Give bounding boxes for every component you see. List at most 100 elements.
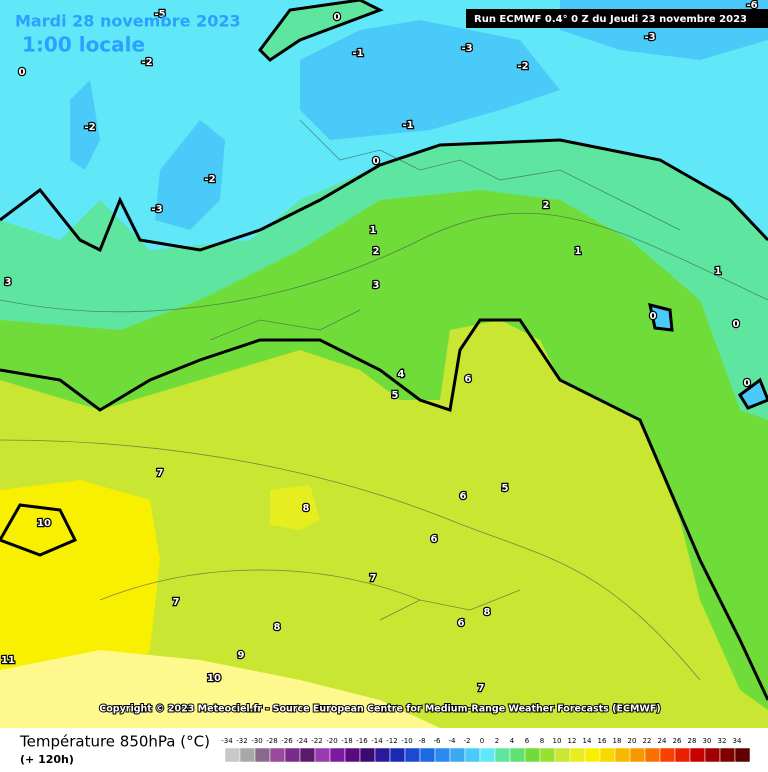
contour-label: 10 [207, 673, 221, 684]
scale-swatch [599, 747, 616, 763]
zone-blue [300, 20, 560, 140]
scale-swatch [704, 747, 721, 763]
contour-label: 6 [460, 491, 467, 502]
scale-swatch [509, 747, 526, 763]
contour-label: -5 [154, 9, 165, 20]
contour-label: 10 [37, 518, 51, 529]
contour-label: 2 [373, 246, 380, 257]
scale-label: -14 [371, 737, 383, 745]
scale-label: -26 [281, 737, 293, 745]
zone-blue [155, 120, 225, 230]
scale-swatch [584, 747, 601, 763]
scale-swatch [494, 747, 511, 763]
scale-swatch [539, 747, 556, 763]
scale-swatch [254, 747, 271, 763]
scale-label: 26 [673, 737, 682, 745]
contour-label: 7 [370, 573, 377, 584]
scale-swatch [659, 747, 676, 763]
scale-swatch [524, 747, 541, 763]
scale-swatch [299, 747, 316, 763]
zone-blue [70, 80, 100, 170]
scale-swatch [374, 747, 391, 763]
contour-label: 5 [502, 483, 509, 494]
scale-swatch [689, 747, 706, 763]
scale-swatch [224, 747, 241, 763]
scale-label: 4 [510, 737, 515, 745]
scale-swatch [719, 747, 736, 763]
scale-label: 0 [480, 737, 484, 745]
contour-label: 8 [303, 503, 310, 514]
scale-swatch [569, 747, 586, 763]
scale-label: -16 [356, 737, 368, 745]
scale-swatch [359, 747, 376, 763]
scale-label: -30 [251, 737, 262, 745]
scale-label: 34 [733, 737, 742, 745]
scale-swatch [404, 747, 421, 763]
scale-label: 16 [598, 737, 607, 745]
contour-10 [0, 503, 78, 557]
contour-label: -1 [402, 120, 413, 131]
contour-label: 6 [458, 618, 465, 629]
contour-label: -2 [84, 122, 95, 133]
zone-yellow [0, 480, 160, 700]
scale-label: -24 [296, 737, 308, 745]
contour-label: 1 [370, 225, 377, 236]
scale-label: 12 [568, 737, 577, 745]
scale-swatch [629, 747, 646, 763]
contour-label: 5 [392, 390, 399, 401]
scale-label: 14 [583, 737, 592, 745]
scale-swatch [434, 747, 451, 763]
contour-labels: -5 0 -2 0 -2 -2 -3 -1 -3 -2 -3 -6 -1 0 2… [0, 0, 759, 695]
contour-label: 1 [715, 266, 722, 277]
scale-label: -32 [236, 737, 247, 745]
contour-5 [0, 318, 768, 701]
scale-label: 20 [628, 737, 637, 745]
scale-label: 2 [495, 737, 499, 745]
scale-swatch [554, 747, 571, 763]
scale-swatch [284, 747, 301, 763]
contour-label: -2 [141, 57, 152, 68]
scale-swatch [389, 747, 406, 763]
scale-swatch [269, 747, 286, 763]
legend-lead: (+ 120h) [20, 753, 74, 766]
contour-label: 0 [733, 319, 740, 330]
scale-label: -12 [386, 737, 397, 745]
contour-label: -3 [644, 32, 655, 43]
contour-label: 0 [373, 156, 380, 167]
color-scale: -34 -32 -30 -28 -26 -24 -22 -20 -18 -16 -14 -12 -10-… [221, 737, 751, 763]
scale-label: 22 [643, 737, 652, 745]
legend-title: Température 850hPa (°C) [19, 733, 210, 751]
scale-label: -34 [221, 737, 233, 745]
contour-label: 7 [173, 597, 180, 608]
scale-swatch [239, 747, 256, 763]
run-info: Run ECMWF 0.4° 0 Z du Jeudi 23 novembre … [474, 14, 747, 25]
contour-line [0, 212, 768, 681]
scale-swatch [674, 747, 691, 763]
scale-swatch [419, 747, 436, 763]
contour-label: -2 [517, 61, 528, 72]
contour-0-patch [258, 0, 384, 62]
zone-lightyellow [0, 650, 440, 728]
scale-label: -8 [419, 737, 426, 745]
contour-label: 9 [238, 650, 245, 661]
scale-label: 10 [553, 737, 562, 745]
contour-label: 1 [575, 246, 582, 257]
scale-swatch [614, 747, 631, 763]
time: 1:00 locale [22, 33, 145, 57]
scale-swatch [464, 747, 481, 763]
contour-label: 6 [431, 534, 438, 545]
date: Mardi 28 novembre 2023 [15, 12, 241, 31]
scale-label: 30 [703, 737, 712, 745]
scale-label: -20 [326, 737, 337, 745]
scale-swatch [644, 747, 661, 763]
contour-label: 8 [274, 622, 281, 633]
scale-label: -18 [341, 737, 352, 745]
scale-label: -4 [449, 737, 457, 745]
scale-label: 28 [688, 737, 697, 745]
scale-label: -10 [401, 737, 412, 745]
scale-label: 24 [658, 737, 667, 745]
zone-yellow [270, 485, 320, 530]
contour-label: -3 [151, 204, 162, 215]
